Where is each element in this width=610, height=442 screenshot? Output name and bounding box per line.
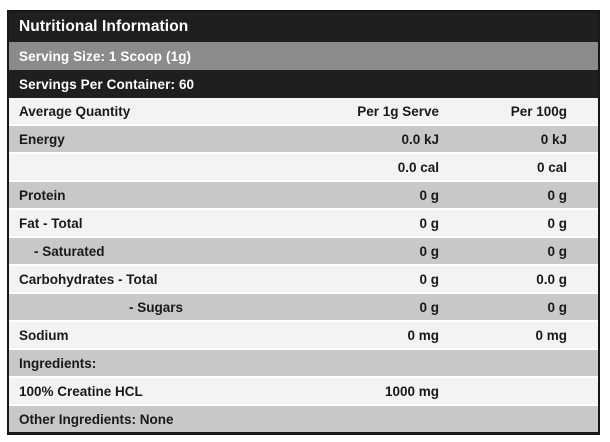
nutrient-name: - Saturated <box>34 243 105 259</box>
nutrient-name: - Sugars <box>129 299 184 315</box>
table-row-carbohydrates-sugars: - Sugars 0 g 0 g <box>9 294 598 322</box>
servings-per-container-bar: Servings Per Container: 60 <box>9 70 598 98</box>
table-row-energy-cal: 0.0 cal 0 cal <box>9 154 598 182</box>
nutrient-name: Sodium <box>19 327 69 343</box>
column-header-average-quantity: Average Quantity <box>19 103 131 119</box>
table-row-fat-total: Fat - Total 0 g 0 g <box>9 210 598 238</box>
other-ingredients-text: Other Ingredients: None <box>19 411 174 427</box>
per-100g-value: 0 kJ <box>540 131 567 147</box>
nutrition-panel: Nutritional Information Serving Size: 1 … <box>7 10 600 435</box>
column-header-per-serve: Per 1g Serve <box>357 103 439 119</box>
per-100g-value: 0 g <box>547 243 567 259</box>
table-row-fat-saturated: - Saturated 0 g 0 g <box>9 238 598 266</box>
table-row-energy-kj: Energy 0.0 kJ 0 kJ <box>9 126 598 154</box>
per-100g-value: 0 cal <box>536 159 567 175</box>
ingredient-amount: 1000 mg <box>384 383 439 399</box>
per-100g-value: 0.0 g <box>536 271 567 287</box>
serving-size-bar: Serving Size: 1 Scoop (1g) <box>9 42 598 70</box>
nutrient-name: Carbohydrates - Total <box>19 271 158 287</box>
table-row-carbohydrates-total: Carbohydrates - Total 0 g 0.0 g <box>9 266 598 294</box>
per-serve-value: 0.0 kJ <box>401 131 439 147</box>
per-serve-value: 0.0 cal <box>397 159 439 175</box>
ingredients-heading: Ingredients: <box>19 355 97 371</box>
ingredients-heading-row: Ingredients: <box>9 350 598 378</box>
table-header-row: Average Quantity Per 1g Serve Per 100g <box>9 98 598 126</box>
column-header-per-100g: Per 100g <box>510 103 567 119</box>
nutrient-name: Fat - Total <box>19 215 83 231</box>
per-100g-value: 0 g <box>547 187 567 203</box>
panel-title: Nutritional Information <box>9 12 598 42</box>
ingredient-row: 100% Creatine HCL 1000 mg <box>9 378 598 406</box>
per-serve-value: 0 g <box>419 187 439 203</box>
per-serve-value: 0 mg <box>407 327 439 343</box>
per-serve-value: 0 g <box>419 215 439 231</box>
ingredient-name: 100% Creatine HCL <box>19 383 143 399</box>
per-serve-value: 0 g <box>419 299 439 315</box>
per-serve-value: 0 g <box>419 271 439 287</box>
table-row-protein: Protein 0 g 0 g <box>9 182 598 210</box>
nutrient-name: Energy <box>19 131 65 147</box>
per-100g-value: 0 mg <box>535 327 567 343</box>
nutrient-name: Protein <box>19 187 66 203</box>
per-100g-value: 0 g <box>547 299 567 315</box>
other-ingredients-row: Other Ingredients: None <box>9 406 598 432</box>
table-row-sodium: Sodium 0 mg 0 mg <box>9 322 598 350</box>
per-100g-value: 0 g <box>547 215 567 231</box>
per-serve-value: 0 g <box>419 243 439 259</box>
